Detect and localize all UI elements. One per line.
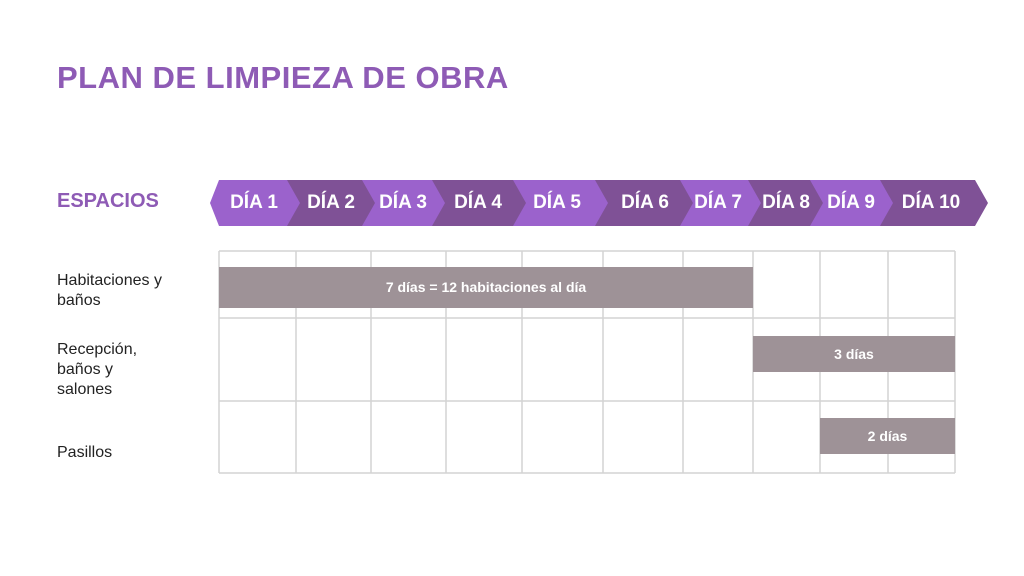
page-title: PLAN DE LIMPIEZA DE OBRA [57,60,509,95]
spaces-header: ESPACIOS [57,190,159,212]
bar-reception: 3 días [753,336,955,372]
row-label-rooms: Habitaciones y baños [57,272,162,309]
row-label-reception: Recepción, baños y salones [57,341,138,398]
day-label-4: DÍA 4 [454,192,502,213]
day-label-5: DÍA 5 [533,192,581,213]
bar-hallways: 2 días [820,418,955,454]
day-label-2: DÍA 2 [307,192,355,213]
day-label-10: DÍA 10 [901,192,961,213]
day-label-8: DÍA 8 [762,192,810,213]
day-label-3: DÍA 3 [379,192,427,213]
row-label-hallways: Pasillos [57,444,113,461]
bar-rooms: 7 días = 12 habitaciones al día [219,267,753,308]
day-label-1: DÍA 1 [230,192,278,213]
day-label-9: DÍA 9 [827,192,875,213]
day-label-6: DÍA 6 [621,192,669,213]
day-label-7: DÍA 7 [694,192,742,213]
